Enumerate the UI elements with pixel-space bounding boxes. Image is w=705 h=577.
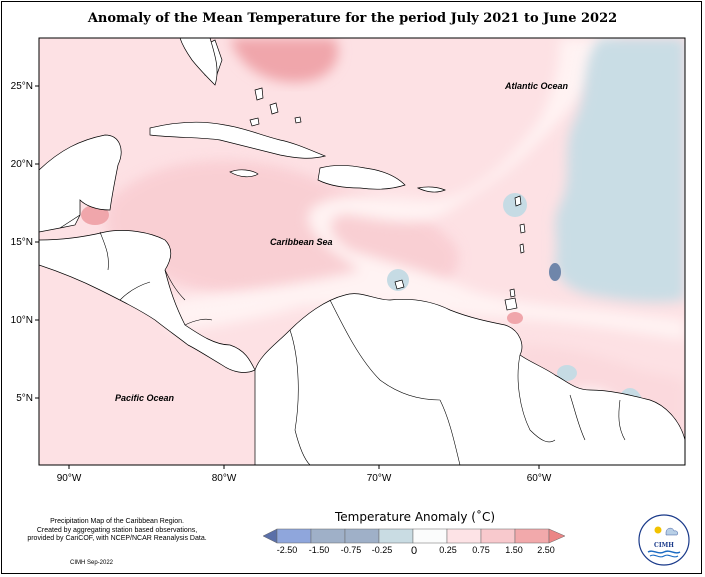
legend-swatch-5 — [412, 528, 448, 544]
landmass — [39, 38, 685, 465]
legend-swatch-4 — [378, 528, 414, 544]
legend-swatch-8 — [514, 528, 550, 544]
legend-tick: 0.75 — [472, 545, 490, 555]
map-title: Anomaly of the Mean Temperature for the … — [87, 11, 618, 26]
caribbean-sea-label: Caribbean Sea — [270, 237, 333, 247]
pacific-ocean-label: Pacific Ocean — [115, 393, 175, 403]
legend-swatch-7 — [480, 528, 516, 544]
anomaly-field — [39, 38, 685, 465]
legend-swatch-6 — [446, 528, 482, 544]
note-line: Precipitation Map of the Caribbean Regio… — [50, 518, 184, 525]
lon-label-60: 60°W — [527, 473, 552, 484]
legend-swatch-2 — [310, 528, 346, 544]
cloud-icon — [665, 527, 678, 536]
legend-swatch-3 — [344, 528, 380, 544]
lon-label-90: 90°W — [57, 473, 82, 484]
logo-text: CIMH — [654, 542, 674, 549]
sun-icon — [654, 526, 662, 534]
wave-icon — [647, 550, 681, 554]
legend-tick: 0 — [411, 545, 417, 557]
legend-title: Temperature Anomaly (˚C) — [335, 510, 496, 524]
note-line: Created by aggregating station based obs… — [36, 526, 198, 534]
legend-tick: -0.75 — [341, 545, 362, 555]
longitude-axis: 90°W 80°W 70°W 60°W — [57, 465, 552, 484]
legend-ticks: -2.50 -1.50 -0.75 -0.25 0 0.25 0.75 1.50… — [277, 545, 555, 557]
legend-swatch-1 — [276, 528, 312, 544]
lon-label-80: 80°W — [212, 473, 237, 484]
latitude-axis: 25°N 20°N 15°N 10°N 5°N — [11, 81, 39, 404]
note-line: provided by CariCOF, with NCEP/NCAR Rean… — [27, 535, 207, 542]
lat-label-20: 20°N — [11, 159, 33, 170]
legend-tick: 0.25 — [439, 545, 457, 555]
lat-label-15: 15°N — [11, 237, 33, 248]
lat-label-25: 25°N — [11, 81, 33, 92]
legend-tick: -2.50 — [277, 545, 298, 555]
lat-label-10: 10°N — [11, 315, 33, 326]
plot-border — [38, 37, 686, 466]
legend-swatch-9 — [548, 528, 566, 544]
legend-tick: 2.50 — [537, 545, 555, 555]
cimh-logo: CIMH — [638, 514, 690, 566]
lat-label-5: 5°N — [16, 393, 33, 404]
credit-text: CIMH Sep-2022 — [70, 560, 114, 566]
legend-tick: -1.50 — [309, 545, 330, 555]
legend-swatch-0 — [262, 528, 278, 544]
legend-colorbar — [262, 528, 566, 544]
legend-tick: 1.50 — [505, 545, 523, 555]
atlantic-ocean-label: Atlantic Ocean — [504, 81, 569, 91]
lon-label-70: 70°W — [367, 473, 392, 484]
country-borders — [59, 214, 626, 465]
map-notes: Precipitation Map of the Caribbean Regio… — [22, 518, 212, 544]
legend-tick: -0.25 — [372, 545, 393, 555]
